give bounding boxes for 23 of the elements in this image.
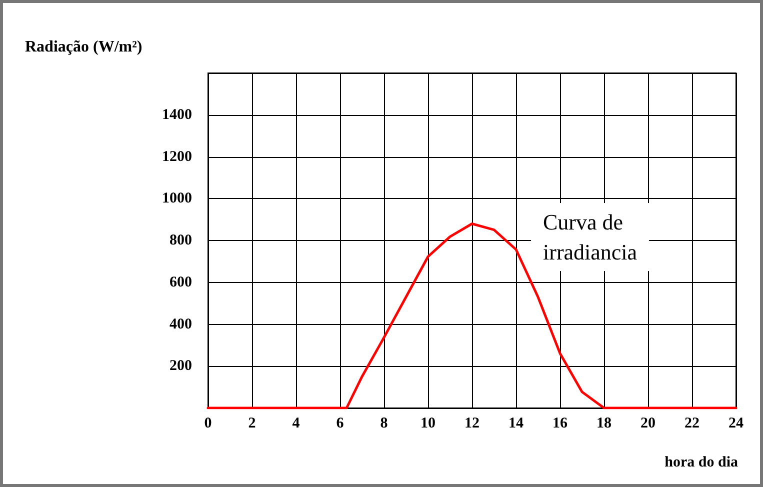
y-tick-label: 1400: [162, 106, 192, 123]
y-tick-label: 600: [170, 274, 192, 290]
x-tick-label: 22: [684, 416, 700, 432]
x-tick-label: 16: [552, 416, 568, 432]
x-tick-label: 2: [248, 416, 256, 432]
y-tick-label: 800: [170, 232, 192, 248]
x-tick-label: 20: [640, 416, 656, 432]
x-tick-label: 24: [728, 416, 744, 432]
x-tick-label: 8: [380, 416, 388, 432]
y-tick-label: 1200: [162, 148, 192, 165]
x-tick-label: 10: [420, 416, 436, 432]
x-tick-label: 4: [292, 416, 300, 432]
x-tick-label: 18: [596, 416, 612, 432]
y-tick-label: 1000: [162, 190, 192, 207]
x-axis-title: hora do dia: [664, 454, 738, 470]
x-tick-label: 6: [336, 416, 344, 432]
y-tick-label: 200: [170, 358, 192, 374]
y-tick-label: 400: [170, 316, 192, 332]
y-axis-title: Radiação (W/m²): [25, 38, 142, 56]
x-tick-label: 0: [204, 416, 212, 432]
annotation: Curva de irradiancia: [543, 210, 638, 264]
x-tick-label: 12: [464, 416, 480, 432]
x-tick-label: 14: [508, 416, 524, 432]
